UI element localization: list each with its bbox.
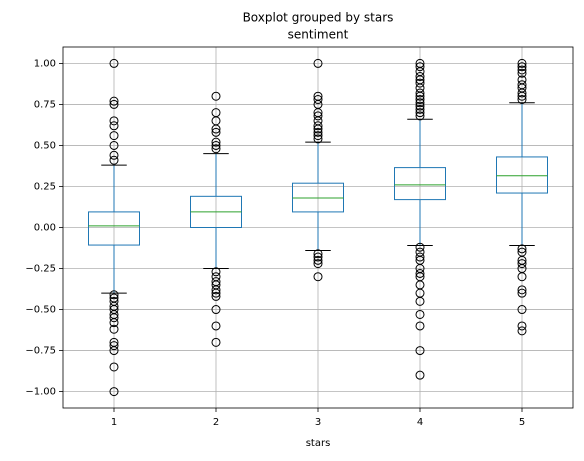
x-axis-label: stars bbox=[306, 438, 331, 449]
flier bbox=[211, 285, 221, 295]
flier bbox=[109, 116, 119, 126]
flier bbox=[517, 68, 527, 78]
flier bbox=[517, 95, 527, 105]
y-tick-label: −0.75 bbox=[25, 346, 56, 357]
flier bbox=[313, 121, 323, 131]
y-tick-label: 0.25 bbox=[34, 181, 56, 192]
flier bbox=[109, 121, 119, 131]
flier bbox=[109, 96, 119, 106]
flier bbox=[415, 98, 425, 108]
flier bbox=[211, 321, 221, 331]
flier bbox=[109, 150, 119, 160]
flier bbox=[211, 144, 221, 154]
flier bbox=[415, 242, 425, 252]
y-tick-label: 1.00 bbox=[34, 58, 56, 69]
chart-suptitle: Boxplot grouped by stars bbox=[243, 11, 394, 25]
box bbox=[88, 211, 140, 246]
flier bbox=[109, 346, 119, 356]
box bbox=[394, 167, 446, 201]
flier bbox=[313, 272, 323, 282]
flier bbox=[313, 252, 323, 262]
flier bbox=[211, 137, 221, 147]
flier bbox=[211, 267, 221, 277]
flier bbox=[211, 124, 221, 134]
y-tick-label: −0.50 bbox=[25, 305, 56, 316]
x-tick-label: 5 bbox=[519, 417, 525, 428]
y-tick-label: 0.00 bbox=[34, 223, 56, 234]
flier bbox=[415, 108, 425, 118]
flier bbox=[517, 326, 527, 336]
flier bbox=[109, 387, 119, 397]
flier bbox=[109, 99, 119, 109]
flier bbox=[517, 321, 527, 331]
flier bbox=[517, 272, 527, 282]
flier bbox=[211, 140, 221, 150]
flier bbox=[517, 305, 527, 315]
flier bbox=[313, 111, 323, 121]
flier bbox=[313, 95, 323, 105]
flier bbox=[517, 62, 527, 72]
flier bbox=[211, 337, 221, 347]
flier bbox=[415, 268, 425, 278]
y-tick-label: 0.50 bbox=[34, 140, 56, 151]
x-tick-label: 1 bbox=[111, 417, 117, 428]
flier bbox=[109, 131, 119, 141]
flier bbox=[211, 91, 221, 101]
flier bbox=[313, 255, 323, 265]
flier bbox=[211, 305, 221, 315]
flier bbox=[313, 58, 323, 68]
chart-title: sentiment bbox=[288, 28, 349, 42]
flier bbox=[517, 88, 527, 98]
plot-frame bbox=[62, 46, 574, 409]
flier bbox=[517, 288, 527, 298]
flier bbox=[313, 124, 323, 134]
flier bbox=[415, 296, 425, 306]
y-tick-label: −1.00 bbox=[25, 387, 56, 398]
flier bbox=[517, 91, 527, 101]
flier bbox=[415, 101, 425, 111]
flier bbox=[109, 140, 119, 150]
flier bbox=[415, 72, 425, 82]
flier bbox=[109, 313, 119, 323]
flier bbox=[109, 290, 119, 300]
x-tick-label: 4 bbox=[417, 417, 423, 428]
flier bbox=[109, 318, 119, 328]
box bbox=[496, 156, 548, 194]
flier bbox=[415, 252, 425, 262]
flier bbox=[517, 244, 527, 254]
flier bbox=[415, 321, 425, 331]
flier bbox=[415, 104, 425, 114]
flier bbox=[415, 95, 425, 105]
flier bbox=[109, 58, 119, 68]
flier bbox=[211, 127, 221, 137]
flier bbox=[517, 259, 527, 269]
flier bbox=[517, 58, 527, 68]
flier bbox=[109, 324, 119, 334]
flier bbox=[211, 291, 221, 301]
flier bbox=[517, 285, 527, 295]
x-tick-label: 3 bbox=[315, 417, 321, 428]
flier bbox=[313, 134, 323, 144]
flier bbox=[109, 341, 119, 351]
flier bbox=[211, 288, 221, 298]
flier bbox=[313, 131, 323, 141]
y-tick-label: 0.75 bbox=[34, 99, 56, 110]
flier bbox=[415, 346, 425, 356]
flier bbox=[517, 65, 527, 75]
flier bbox=[415, 78, 425, 88]
flier bbox=[415, 370, 425, 380]
flier bbox=[313, 259, 323, 269]
flier bbox=[109, 362, 119, 372]
flier bbox=[415, 88, 425, 98]
flier bbox=[415, 62, 425, 72]
flier bbox=[313, 249, 323, 259]
flier bbox=[415, 91, 425, 101]
flier bbox=[109, 155, 119, 165]
flier bbox=[415, 309, 425, 319]
x-tick-label: 2 bbox=[213, 417, 219, 428]
flier bbox=[415, 111, 425, 121]
flier bbox=[313, 127, 323, 137]
y-tick-label: −0.25 bbox=[25, 264, 56, 275]
